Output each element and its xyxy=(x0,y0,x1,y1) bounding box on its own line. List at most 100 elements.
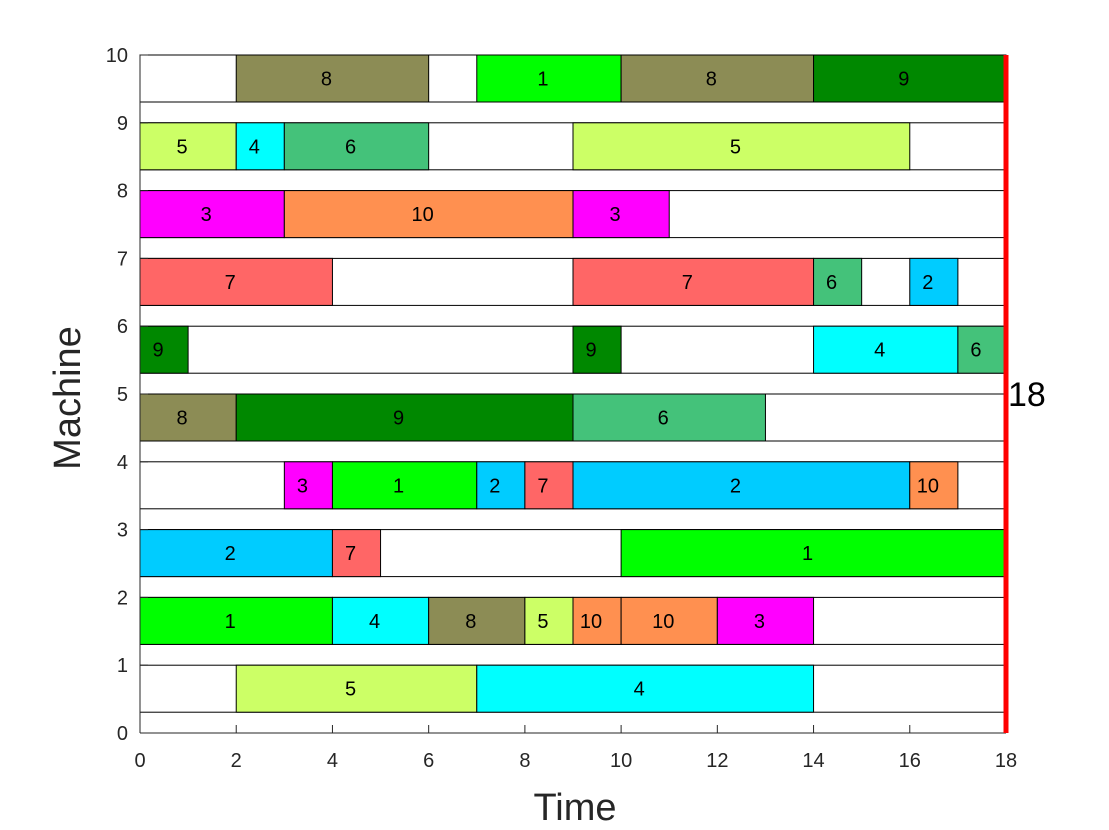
x-tick-label-6: 6 xyxy=(423,750,434,772)
task-bar-m7-3 xyxy=(909,257,959,306)
task-bar-m2-2 xyxy=(428,596,526,645)
task-bar-m1-0 xyxy=(235,664,478,713)
task-bar-m5-0 xyxy=(139,393,237,442)
task-bar-m4-5 xyxy=(909,461,959,510)
task-bar-m4-2 xyxy=(476,461,526,510)
task-bar-m9-0 xyxy=(139,122,237,171)
task-bar-m3-1 xyxy=(331,529,382,578)
task-bar-m7-1 xyxy=(572,257,815,306)
task-label-m8-1: 10 xyxy=(412,204,434,226)
task-bar-m5-1 xyxy=(235,393,574,442)
x-axis-title: Time xyxy=(533,787,616,829)
task-label-m2-3: 5 xyxy=(537,611,548,633)
task-label-m6-1: 9 xyxy=(585,340,596,362)
task-label-m2-2: 8 xyxy=(465,611,476,633)
x-tick-label-10: 10 xyxy=(610,750,632,772)
task-label-m4-2: 2 xyxy=(489,475,500,497)
task-label-m6-3: 6 xyxy=(970,340,981,362)
task-bar-m10-2 xyxy=(620,54,815,103)
task-label-m4-0: 3 xyxy=(297,475,308,497)
task-bar-m4-0 xyxy=(283,461,333,510)
x-tick-label-12: 12 xyxy=(706,750,728,772)
task-label-m5-2: 6 xyxy=(658,408,669,430)
task-bar-m9-2 xyxy=(283,122,430,171)
task-bars: 5 41 4 8 5 10 10 32 7 13 1 2 7 2 108 9 69 9 4 67 7 6 23 10 35 4 6 5… xyxy=(139,54,1007,713)
task-bar-m9-3 xyxy=(572,122,911,171)
task-label-m2-1: 4 xyxy=(369,611,380,633)
task-bar-m4-3 xyxy=(524,461,574,510)
task-bar-m4-1 xyxy=(331,461,478,510)
task-bar-m10-3 xyxy=(813,54,1007,103)
task-label-m10-1: 1 xyxy=(537,69,548,91)
task-label-m7-2: 6 xyxy=(826,272,837,294)
task-bar-m6-1 xyxy=(572,325,622,374)
task-label-m1-0: 5 xyxy=(345,679,356,701)
task-bar-m4-4 xyxy=(572,461,911,510)
task-label-m7-3: 2 xyxy=(922,272,933,294)
task-bar-m5-2 xyxy=(572,393,766,442)
task-label-m2-5: 10 xyxy=(652,611,674,633)
y-tick-label-5: 5 xyxy=(117,384,128,406)
task-bar-m2-4 xyxy=(572,596,622,645)
task-label-m9-1: 4 xyxy=(249,136,260,158)
task-bar-m10-1 xyxy=(476,54,622,103)
y-axis-title: Machine xyxy=(47,326,89,470)
task-bar-m3-0 xyxy=(139,529,333,578)
task-label-m3-0: 2 xyxy=(225,543,236,565)
task-bar-m7-0 xyxy=(139,257,333,306)
task-bar-m7-2 xyxy=(813,257,863,306)
x-tick-label-4: 4 xyxy=(327,750,338,772)
task-label-m3-2: 1 xyxy=(802,543,813,565)
task-label-m5-1: 9 xyxy=(393,408,404,430)
task-bar-m8-2 xyxy=(572,190,670,239)
task-label-m7-0: 7 xyxy=(225,272,236,294)
y-tick-label-7: 7 xyxy=(117,248,128,270)
x-tick-label-14: 14 xyxy=(802,750,824,772)
y-tick-label-3: 3 xyxy=(117,520,128,542)
task-bar-m6-3 xyxy=(957,325,1007,374)
task-label-m6-2: 4 xyxy=(874,340,885,362)
task-label-m9-0: 5 xyxy=(177,136,188,158)
y-tick-label-0: 0 xyxy=(117,723,128,745)
task-label-m4-3: 7 xyxy=(537,475,548,497)
task-label-m2-0: 1 xyxy=(225,611,236,633)
x-tick-label-16: 16 xyxy=(899,750,921,772)
task-label-m8-0: 3 xyxy=(201,204,212,226)
y-tick-label-2: 2 xyxy=(117,587,128,609)
y-tick-label-9: 9 xyxy=(117,113,128,135)
task-bar-m6-0 xyxy=(139,325,189,374)
task-label-m3-1: 7 xyxy=(345,543,356,565)
task-bar-m6-2 xyxy=(813,325,959,374)
y-tick-label-10: 10 xyxy=(106,45,128,67)
x-tick-label-2: 2 xyxy=(231,750,242,772)
x-tick-label-0: 0 xyxy=(134,750,145,772)
task-label-m8-2: 3 xyxy=(610,204,621,226)
task-bar-m8-1 xyxy=(283,190,574,239)
task-bar-m1-1 xyxy=(476,664,815,713)
task-label-m5-0: 8 xyxy=(177,408,188,430)
task-label-m2-6: 3 xyxy=(754,611,765,633)
task-label-m10-3: 9 xyxy=(898,69,909,91)
task-label-m4-5: 10 xyxy=(917,475,939,497)
x-tick-label-18: 18 xyxy=(995,750,1017,772)
x-tick-label-8: 8 xyxy=(519,750,530,772)
task-bar-m2-5 xyxy=(620,596,718,645)
task-label-m4-4: 2 xyxy=(730,475,741,497)
task-label-m4-1: 1 xyxy=(393,475,404,497)
y-tick-label-8: 8 xyxy=(117,181,128,203)
task-label-m9-3: 5 xyxy=(730,136,741,158)
task-bar-m3-2 xyxy=(620,529,1007,578)
task-bar-m10-0 xyxy=(235,54,430,103)
makespan-label: 18 xyxy=(1008,376,1046,414)
task-bar-m2-1 xyxy=(331,596,430,645)
task-label-m9-2: 6 xyxy=(345,136,356,158)
task-label-m7-1: 7 xyxy=(682,272,693,294)
task-bar-m2-3 xyxy=(524,596,574,645)
task-label-m1-1: 4 xyxy=(634,679,645,701)
y-tick-label-4: 4 xyxy=(117,452,128,474)
y-tick-label-6: 6 xyxy=(117,316,128,338)
task-label-m2-4: 10 xyxy=(580,611,602,633)
y-tick-label-1: 1 xyxy=(117,655,128,677)
task-label-m6-0: 9 xyxy=(152,340,163,362)
